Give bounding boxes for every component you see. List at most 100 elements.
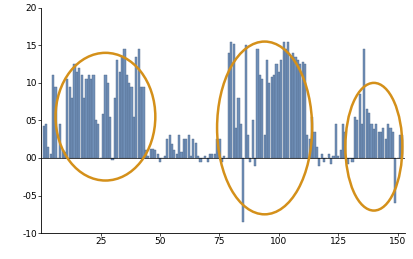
Bar [366, 109, 368, 158]
Bar [313, 132, 316, 158]
Bar [275, 64, 278, 158]
Bar [59, 124, 62, 158]
Bar [311, 117, 313, 158]
Bar [145, 150, 147, 158]
Bar [140, 87, 142, 158]
Bar [223, 156, 225, 158]
Bar [66, 79, 69, 158]
Bar [389, 128, 392, 158]
Bar [356, 120, 358, 158]
Bar [399, 135, 401, 158]
Bar [309, 139, 311, 158]
Bar [62, 150, 64, 158]
Bar [204, 156, 206, 158]
Bar [109, 117, 111, 158]
Bar [114, 98, 116, 158]
Bar [370, 124, 373, 158]
Bar [351, 158, 354, 162]
Bar [240, 124, 242, 158]
Bar [330, 158, 332, 164]
Bar [173, 150, 176, 158]
Bar [263, 135, 266, 158]
Bar [147, 156, 149, 158]
Bar [328, 154, 330, 158]
Bar [190, 156, 192, 158]
Bar [290, 57, 292, 158]
Bar [342, 124, 344, 158]
Bar [90, 79, 92, 158]
Bar [237, 98, 240, 158]
Bar [271, 77, 273, 158]
Bar [83, 98, 85, 158]
Bar [254, 158, 256, 166]
Bar [55, 87, 57, 158]
Bar [64, 152, 66, 158]
Bar [233, 44, 235, 158]
Bar [249, 158, 252, 162]
Bar [323, 158, 325, 162]
Bar [380, 132, 382, 158]
Bar [297, 60, 299, 158]
Bar [159, 158, 161, 162]
Bar [273, 75, 275, 158]
Bar [206, 158, 209, 162]
Bar [247, 135, 249, 158]
Bar [287, 42, 290, 158]
Bar [85, 79, 88, 158]
Bar [385, 139, 387, 158]
Bar [306, 135, 309, 158]
Bar [199, 158, 202, 162]
Bar [169, 135, 171, 158]
Bar [228, 53, 230, 158]
Bar [128, 83, 130, 158]
Bar [126, 75, 128, 158]
Bar [197, 156, 199, 158]
Bar [230, 42, 233, 158]
Bar [373, 130, 375, 158]
Bar [242, 158, 244, 222]
Bar [299, 64, 301, 158]
Bar [375, 124, 377, 158]
Bar [116, 60, 119, 158]
Bar [195, 143, 197, 158]
Bar [138, 49, 140, 158]
Bar [244, 45, 247, 158]
Bar [211, 154, 214, 158]
Bar [52, 75, 54, 158]
Bar [316, 147, 318, 158]
Bar [71, 98, 73, 158]
Bar [221, 158, 223, 162]
Bar [104, 75, 107, 158]
Bar [337, 156, 339, 158]
Bar [261, 79, 263, 158]
Bar [294, 57, 297, 158]
Bar [78, 68, 81, 158]
Bar [218, 139, 221, 158]
Bar [154, 150, 157, 158]
Bar [95, 120, 97, 158]
Bar [320, 154, 323, 158]
Bar [209, 154, 211, 158]
Bar [252, 120, 254, 158]
Bar [50, 154, 52, 158]
Bar [152, 149, 154, 158]
Bar [347, 158, 349, 164]
Bar [93, 75, 95, 158]
Bar [81, 75, 83, 158]
Bar [45, 124, 47, 158]
Bar [164, 156, 166, 158]
Bar [339, 150, 342, 158]
Bar [235, 128, 237, 158]
Bar [282, 42, 285, 158]
Bar [88, 75, 90, 158]
Bar [157, 154, 159, 158]
Bar [363, 49, 366, 158]
Bar [107, 83, 109, 158]
Bar [180, 152, 183, 158]
Bar [74, 64, 76, 158]
Bar [47, 147, 50, 158]
Bar [166, 139, 168, 158]
Bar [185, 139, 187, 158]
Bar [142, 87, 145, 158]
Bar [278, 72, 280, 158]
